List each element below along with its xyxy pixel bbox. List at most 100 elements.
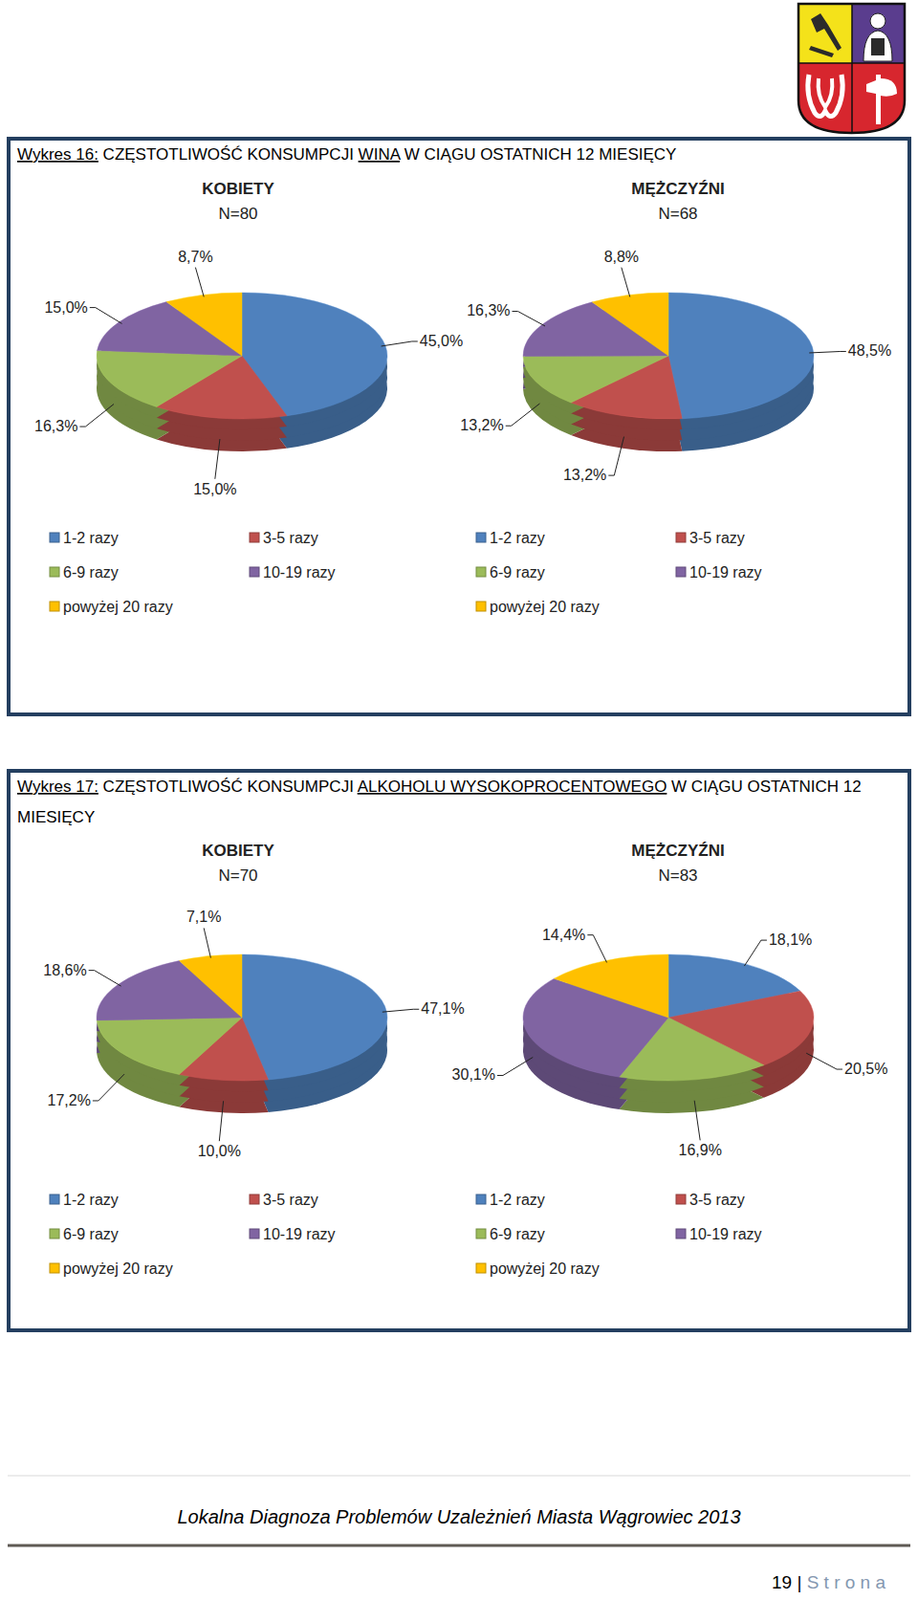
pie-top	[523, 292, 814, 419]
leader-line	[808, 350, 847, 353]
pie-slice	[523, 355, 669, 403]
legend-label: 6-9 razy	[489, 1225, 546, 1243]
leader-line	[92, 1073, 125, 1101]
data-label: 16,3%	[34, 417, 78, 435]
legend-swatch	[249, 567, 260, 577]
legend-swatch	[676, 567, 686, 577]
leader-line	[497, 1056, 533, 1075]
leader-line	[88, 970, 122, 986]
crest-icon	[818, 78, 833, 108]
data-label: 18,6%	[43, 961, 87, 979]
data-labels: 18,1%20,5%16,9%30,1%14,4%	[452, 926, 889, 1159]
pie-slice	[591, 292, 669, 356]
legend-label: 3-5 razy	[689, 1191, 745, 1208]
chart-subtitle: N=68	[657, 204, 698, 223]
data-labels: 45,0%15,0%16,3%15,0%8,7%	[34, 248, 463, 498]
pie-slice	[553, 954, 669, 1018]
data-label: 13,2%	[563, 466, 607, 483]
crest-icon	[866, 80, 876, 94]
figure-frame	[8, 138, 910, 715]
leader-line	[743, 939, 767, 966]
leader-line	[608, 437, 624, 477]
chart-subtitle: N=70	[218, 866, 258, 885]
footer-rule	[7, 1544, 911, 1548]
legend: 1-2 razy3-5 razy6-9 razy10-19 razypowyże…	[49, 1191, 336, 1277]
legend-label: 6-9 razy	[489, 564, 546, 581]
legend-swatch	[476, 1228, 486, 1239]
data-label: 18,1%	[768, 931, 812, 948]
crest-icon	[810, 13, 842, 51]
crest-divider	[851, 3, 853, 133]
legend-swatch	[249, 1228, 260, 1239]
crest	[798, 3, 906, 134]
data-label: 10,0%	[197, 1142, 241, 1159]
pie-slice	[178, 954, 242, 1018]
leader-line	[505, 403, 541, 426]
legend-label: 10-19 razy	[262, 564, 336, 581]
leader-line	[587, 935, 607, 963]
data-label: 47,1%	[420, 1000, 464, 1017]
leader-line	[621, 267, 631, 298]
figure-title-line: Wykres 16: CZĘSTOTLIWOŚĆ KONSUMPCJI WINA…	[17, 145, 677, 164]
leader-line	[195, 267, 204, 298]
crest-field	[852, 63, 906, 134]
legend: 1-2 razy3-5 razy6-9 razy10-19 razypowyże…	[476, 1191, 763, 1277]
figure-title: W CIĄGU OSTATNICH 12	[671, 777, 862, 796]
data-label: 16,3%	[466, 302, 510, 319]
legend-label: 10-19 razy	[689, 564, 763, 581]
legend-label: 3-5 razy	[262, 1191, 319, 1208]
crest-icon	[863, 30, 893, 62]
legend-label: powyżej 20 razy	[489, 1260, 600, 1277]
leader-line	[79, 404, 114, 428]
crest-icon	[880, 78, 897, 97]
legend-label: 1-2 razy	[63, 529, 119, 547]
data-labels: 48,5%13,2%13,2%16,3%8,8%	[459, 248, 892, 483]
leader-line	[694, 1100, 700, 1141]
legend-label: 1-2 razy	[63, 1191, 119, 1208]
legend-swatch	[249, 1194, 260, 1204]
legend-swatch	[49, 1228, 60, 1239]
data-label: 16,9%	[677, 1141, 722, 1159]
page-canvas: Wykres 16: CZĘSTOTLIWOŚĆ KONSUMPCJI WINA…	[0, 0, 918, 1600]
figure-title: WINA	[358, 145, 402, 164]
crest-divider	[798, 62, 905, 65]
legend-swatch	[476, 1263, 486, 1273]
pie-top	[96, 954, 388, 1081]
legend-swatch	[249, 532, 260, 543]
legend-swatch	[49, 1263, 60, 1273]
data-label: 30,1%	[452, 1066, 496, 1083]
figure-title-line: Wykres 17: CZĘSTOTLIWOŚĆ KONSUMPCJI ALKO…	[17, 777, 862, 796]
figure-title: Wykres 17:	[17, 777, 99, 796]
figure-title: CZĘSTOTLIWOŚĆ KONSUMPCJI	[103, 777, 354, 796]
pie-slice	[668, 292, 814, 419]
pie-chart: MĘŻCZYŹNIN=8318,1%20,5%16,9%30,1%14,4%1-…	[452, 841, 889, 1277]
leader-line	[215, 438, 220, 480]
pie-slice	[96, 1017, 242, 1075]
chart-title: KOBIETY	[201, 179, 275, 198]
footer-text: Lokalna Diagnoza Problemów Uzależnień Mi…	[176, 1506, 741, 1528]
leader-line	[806, 1052, 843, 1070]
figure-title: ALKOHOLU WYSOKOPROCENTOWEGO	[357, 777, 668, 796]
data-label: 13,2%	[459, 416, 503, 434]
pie-chart: KOBIETY N=80 45,0%15,0%16,3%15,0%8,7% 1-2 r…	[34, 179, 463, 615]
legend-label: 10-19 razy	[262, 1225, 336, 1243]
legend-label: powyżej 20 razy	[489, 598, 600, 615]
crest-field	[798, 63, 853, 134]
figure-title: CZĘSTOTLIWOŚĆ KONSUMPCJI	[103, 145, 354, 164]
legend-label: 6-9 razy	[63, 564, 119, 581]
pie-top	[96, 292, 388, 419]
legend-swatch	[476, 1194, 486, 1204]
page: { "figures": [ {"title": [ {"text": "Wyk…	[0, 0, 918, 1600]
pie-chart: MĘŻCZYŹNIN=6848,5%13,2%13,2%16,3%8,8%1-2…	[459, 179, 892, 615]
pie-chart: KOBIETYN=7047,1%10,0%17,2%18,6%7,1%1-2 r…	[43, 841, 464, 1277]
chart-subtitle: N=80	[218, 204, 258, 223]
legend-swatch	[476, 567, 486, 577]
page-number-value: 19	[771, 1572, 792, 1593]
crest-field	[852, 3, 906, 64]
legend-label: 3-5 razy	[262, 529, 319, 547]
chart-title: KOBIETY	[201, 841, 275, 860]
data-label: 8,7%	[177, 248, 213, 265]
legend-swatch	[49, 1194, 60, 1204]
chart-title: MĘŻCZYŹNI	[631, 179, 724, 198]
legend-label: 3-5 razy	[689, 529, 745, 547]
